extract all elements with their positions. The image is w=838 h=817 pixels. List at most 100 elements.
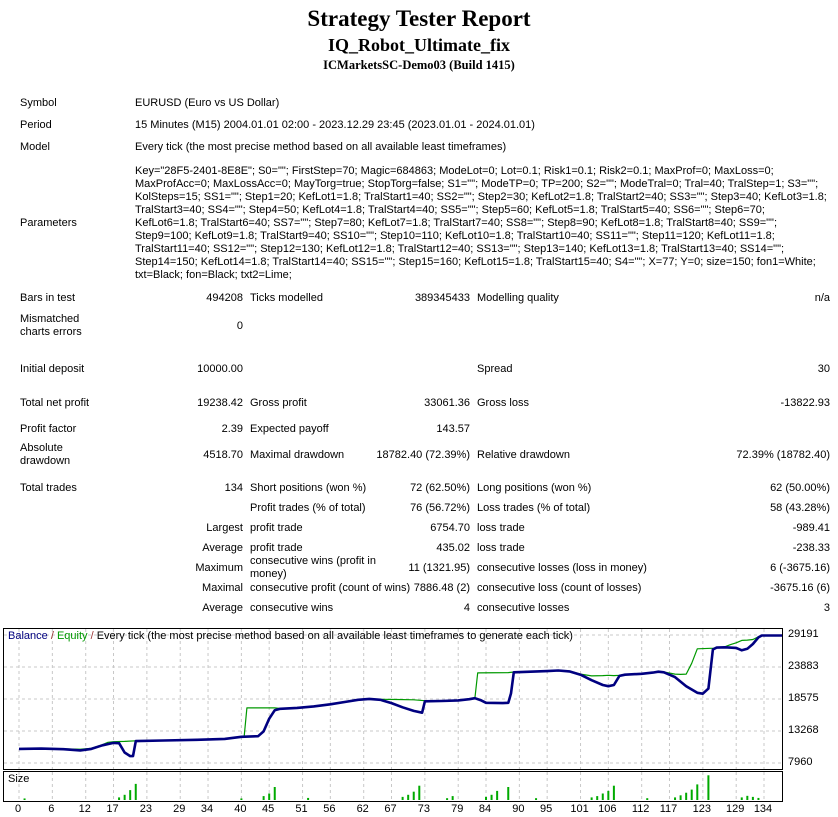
stat-label: Profit trades (% of total) [250,501,366,514]
row-value: Key="28F5-2401-8E8E"; S0=""; FirstStep=7… [135,164,827,281]
stat-label: Gross loss [477,396,529,409]
row-label: Parameters [20,216,77,229]
stat-label: Relative drawdown [477,448,570,461]
size-panel-label: Size [8,773,30,785]
stat-value: 33061.36 [424,396,470,409]
robot-name: IQ_Robot_Ultimate_fix [328,35,510,55]
legend-model-text: Every tick (the most precise method base… [96,630,573,642]
equity-line [18,634,782,750]
stat-pair: Loss trades (% of total) 58 (43.28%) [477,502,830,515]
stat-label: Profit factor [20,422,77,435]
stat-pair: Absolute drawdown 4518.70 [20,442,243,468]
stat-pair: consecutive losses (loss in money) 6 (-36… [477,562,830,575]
size-bar [707,775,710,800]
stat-row: Absolute drawdown 4518.70 Maximal drawdown… [20,438,830,472]
size-bar [134,783,137,800]
x-axis-tick-label: 56 [323,803,336,815]
size-histogram-panel: Size [3,771,783,802]
stat-pair: loss trade -238.33 [477,542,830,555]
stat-pair: Profit factor 2.39 [20,423,243,436]
size-bar [268,793,271,800]
y-axis-tick-label: 13268 [788,723,819,736]
size-bar [601,793,604,800]
row-label: Model [20,140,50,153]
x-axis-tick-label: 84 [478,803,492,815]
stat-pair: Average [20,602,243,615]
server-build: ICMarketsSC-Demo03 (Build 1415) [323,58,515,72]
legend-balance: Balance [8,630,48,642]
stat-value: 4 [463,601,470,614]
stat-value: 72.39% (18782.40) [736,448,830,461]
info-row: Model Every tick (the most precise method… [20,136,830,158]
chart-legend: Balance / Equity / Every tick (the most … [8,630,573,642]
info-row: Parameters Key="28F5-2401-8E8E"; S0=""; F… [20,158,830,288]
size-bar [507,787,510,800]
size-bar [485,796,488,800]
stat-label: profit trade [250,521,303,534]
stat-pair: Spread 30 [477,363,830,376]
spacer [20,344,830,352]
size-bar [596,796,599,800]
stat-value: 76 (56.72%) [410,501,470,514]
stat-row: Average profit trade 435.02 loss trade -238.… [20,538,830,558]
x-axis-tick-label: 34 [200,803,214,815]
stat-label: Gross profit [250,396,307,409]
x-axis-tick-label: 6 [48,803,55,815]
balance-equity-plot [4,629,782,769]
stat-pair: Bars in test 494208 [20,292,243,305]
stat-pair: profit trade 435.02 [250,542,470,555]
info-row: Symbol EURUSD (Euro vs US Dollar) [20,92,830,114]
stat-label: Maximal drawdown [250,448,345,461]
stat-value: 7886.48 (2) [413,581,470,594]
stat-value: 494208 [206,291,243,304]
stat-label: Bars in test [20,291,76,304]
stat-pair: Profit trades (% of total) 76 (56.72%) [250,502,470,515]
stat-label: profit trade [250,541,303,554]
size-bar [607,790,610,800]
stat-value: -238.33 [792,541,830,554]
row-value: EURUSD (Euro vs US Dollar) [135,96,280,109]
stat-label: consecutive losses [477,601,570,614]
balance-equity-chart: Balance / Equity / Every tick (the most … [3,628,783,770]
x-axis-tick-label: 106 [598,803,617,815]
size-bar [646,798,649,800]
size-bar [490,794,493,800]
x-axis-tick-label: 112 [631,803,650,815]
stat-value: 62 (50.00%) [770,481,830,494]
stat-value: 2.39 [221,422,243,435]
stat-row: Initial deposit 10000.00 Spread 30 [20,352,830,386]
stat-label: Expected payoff [250,422,329,435]
stat-value: -989.41 [792,521,830,534]
size-bar [535,798,538,800]
x-axis-tick-label: 101 [570,803,589,815]
legend-separator: / [47,630,57,642]
balance-line [18,634,782,758]
x-axis-tick-label: 90 [512,803,525,815]
stat-pair: Total net profit 19238.42 [20,397,243,410]
stat-value: 10000.00 [197,362,243,375]
stat-value: -13822.93 [780,396,830,409]
stat-label: loss trade [477,521,525,534]
y-axis-tick-label: 7960 [788,756,813,768]
size-bar [690,789,693,800]
stat-pair: Maximum [20,562,243,575]
y-axis-tick-label: 18575 [788,692,819,704]
stat-label: Modelling quality [477,291,559,304]
size-bar [123,794,126,800]
x-axis-tick-label: 29 [173,803,186,815]
stat-pair: profit trade 6754.70 [250,522,470,535]
stat-value: 19238.42 [197,396,243,409]
page-title: Strategy Tester Report [307,6,531,31]
stat-row: Maximal consecutive profit (count of wins… [20,578,830,598]
stat-label: Absolute drawdown [20,442,71,467]
size-bar [685,792,688,800]
size-bar [746,795,749,800]
size-bar [407,794,410,800]
stat-pair: Short positions (won %) 72 (62.50%) [250,482,470,495]
stat-row: Bars in test 494208 Ticks modelled 38934543… [20,288,830,308]
size-bar [612,785,615,800]
stat-row: Average consecutive wins 4 consecutive loss… [20,598,830,618]
stat-value: 4518.70 [203,448,243,461]
stat-pair: consecutive wins 4 [250,602,470,615]
stat-value: Maximal [202,581,243,594]
